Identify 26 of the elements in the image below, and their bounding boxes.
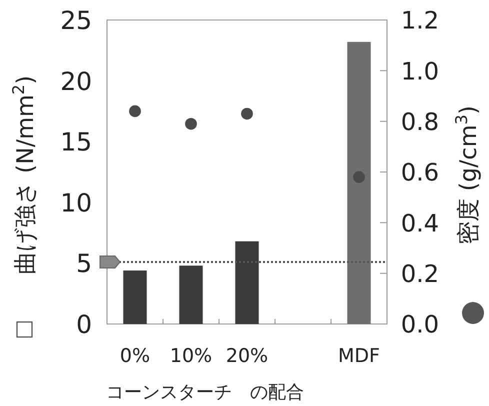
bar	[235, 241, 259, 324]
y2-tick-label: 1.2	[400, 6, 440, 35]
x-tick-label: 20%	[226, 345, 268, 367]
x-tick-label: 0%	[120, 345, 150, 367]
x-axis-title: コーンスターチ の配合	[106, 382, 304, 403]
y-tick-label: 5	[76, 249, 92, 278]
x-tick-label: 10%	[170, 345, 212, 367]
point	[353, 171, 365, 183]
bar	[123, 270, 147, 324]
y2-tick-label: 0.6	[400, 158, 440, 187]
y-tick-label: 20	[60, 66, 92, 96]
y2-tick-label: 1.0	[400, 57, 440, 86]
bar	[347, 42, 371, 324]
y2-tick-label: 0.0	[400, 310, 440, 339]
point	[241, 108, 253, 120]
y-tick-label: 0	[76, 310, 92, 339]
y2-tick-label: 0.2	[400, 260, 440, 288]
y-tick-label: 25	[60, 6, 92, 35]
y2-tick-label: 0.4	[400, 209, 440, 238]
y2-tick-label: 0.8	[400, 108, 440, 136]
y-tick-label: 10	[60, 188, 92, 218]
y-tick-label: 15	[60, 128, 92, 157]
point	[185, 118, 197, 130]
x-tick-label: MDF	[338, 345, 380, 367]
point	[129, 105, 141, 118]
bar	[179, 266, 203, 324]
